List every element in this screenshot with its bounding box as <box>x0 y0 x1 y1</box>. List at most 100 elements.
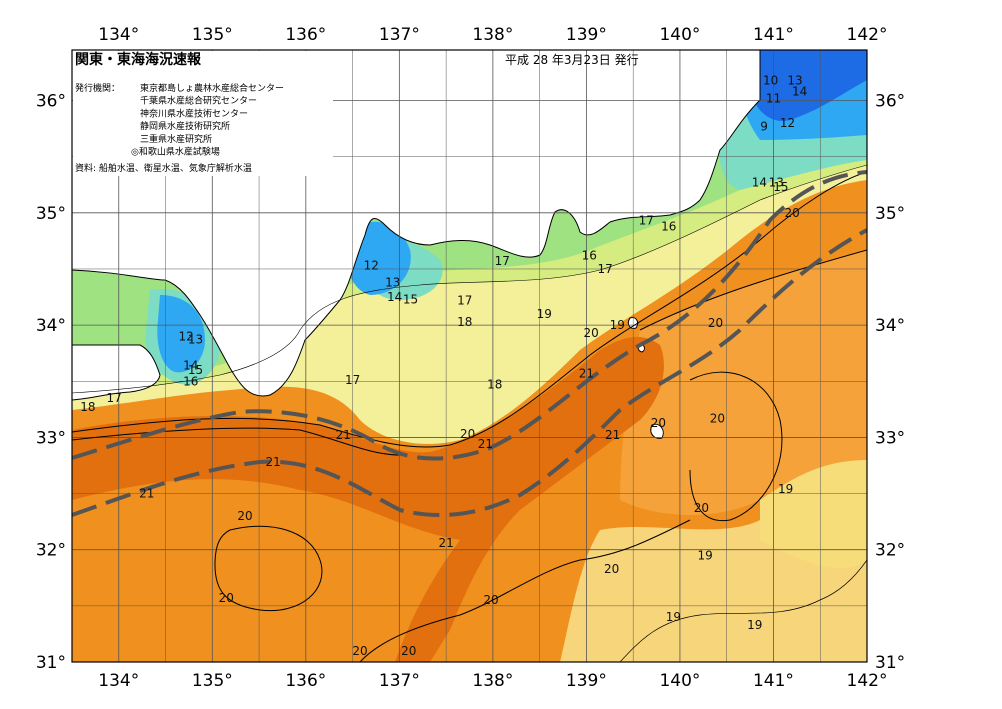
isotherm-label: 21 <box>478 437 493 451</box>
longitude-tick-label: 139° <box>566 671 607 691</box>
isotherm-label: 17 <box>597 262 612 276</box>
latitude-tick-label: 31° <box>875 653 905 673</box>
issue-date: 平成 28 年3月23日 発行 <box>505 53 639 67</box>
isotherm-20-loop-east <box>689 371 783 522</box>
isotherm-label: 21 <box>605 428 620 442</box>
isotherm-label: 21 <box>438 536 453 550</box>
isotherm-label: 21 <box>579 366 594 380</box>
isotherm-label: 20 <box>710 411 725 425</box>
isotherm-label: 19 <box>698 548 713 562</box>
isotherm-label: 13 <box>787 73 802 87</box>
isotherm-label: 16 <box>183 374 198 388</box>
kuroshio-axis-north <box>72 170 867 461</box>
latitude-tick-label: 36° <box>875 92 905 112</box>
isotherm-label: 12 <box>364 259 379 273</box>
longitude-tick-label: 135° <box>192 671 233 691</box>
data-source: 資料: 船舶水温、衛星水温、気象庁解析水温 <box>75 162 252 174</box>
kuroshio-axis-south <box>72 228 867 517</box>
isotherm-label: 11 <box>766 91 781 105</box>
temperature-zone-9 <box>750 50 867 121</box>
longitude-tick-label: 135° <box>192 25 233 45</box>
map-frame <box>71 49 868 663</box>
latitude-tick-label: 31° <box>36 653 66 673</box>
isotherm-label: 14 <box>387 290 402 304</box>
isotherm-label: 21 <box>336 428 351 442</box>
isotherm-label: 18 <box>487 378 502 392</box>
longitude-tick-label: 136° <box>285 25 326 45</box>
longitude-tick-label: 136° <box>285 671 326 691</box>
isotherm-19-south <box>619 559 867 662</box>
latitude-tick-label: 35° <box>875 204 905 224</box>
isotherm-label: 10 <box>763 73 778 87</box>
isotherm-label: 20 <box>460 427 475 441</box>
isotherm-label: 20 <box>583 326 598 340</box>
isotherm-label: 13 <box>188 333 203 347</box>
isotherm-label: 21 <box>265 455 280 469</box>
isotherm-label: 20 <box>401 644 416 658</box>
agency-name: 千葉県水産総合研究センター <box>140 95 257 107</box>
longitude-tick-label: 141° <box>753 25 794 45</box>
isotherm-label: 20 <box>237 509 252 523</box>
isotherm-label: 20 <box>708 316 723 330</box>
temperature-zone-20-east <box>620 250 867 515</box>
temperature-zone-19-east <box>760 455 867 569</box>
isotherm-20-east <box>639 249 867 331</box>
isotherm-label: 15 <box>773 180 788 194</box>
isotherm-label: 20 <box>352 644 367 658</box>
isotherm-label: 17 <box>639 214 654 228</box>
hachijojima <box>650 423 664 439</box>
isotherm-label: 13 <box>385 275 400 289</box>
grid-lines <box>72 50 867 662</box>
agency-name: 静岡県水産技術研究所 <box>140 120 230 132</box>
longitude-tick-label: 140° <box>659 25 700 45</box>
kuroshio-axis-lines <box>72 170 867 517</box>
agency-list: 東京都島しょ農林水産総合センター千葉県水産総合研究センター神奈川県水産技術センタ… <box>131 82 284 158</box>
isotherm-label: 13 <box>769 176 784 190</box>
isotherm-label: 20 <box>483 593 498 607</box>
isotherm-label: 16 <box>661 219 676 233</box>
longitude-tick-label: 139° <box>566 25 607 45</box>
isotherm-17 <box>72 164 867 394</box>
isotherm-label: 19 <box>666 610 681 624</box>
isotherm-label: 19 <box>747 618 762 632</box>
isotherm-label: 14 <box>752 176 767 190</box>
isotherm-20-north <box>72 171 867 448</box>
longitude-tick-label: 137° <box>379 25 420 45</box>
isotherm-label: 17 <box>345 373 360 387</box>
latitude-tick-label: 34° <box>875 316 905 336</box>
isotherm-label: 19 <box>537 307 552 321</box>
latitude-tick-label: 32° <box>36 541 66 561</box>
isotherm-21-west <box>72 427 401 456</box>
isotherm-label: 20 <box>694 501 709 515</box>
isotherm-label: 12 <box>178 329 193 343</box>
header-backdrop <box>73 51 333 176</box>
isotherm-20-south <box>359 519 691 662</box>
latitude-tick-label: 35° <box>36 204 66 224</box>
longitude-labels-top: 134° 135° 136° 137° 138° 139° 140° 141° 142° <box>98 25 887 45</box>
agencies-label: 発行機関： <box>75 82 120 94</box>
isotherm-20-loop <box>214 525 323 612</box>
longitude-tick-label: 134° <box>98 671 139 691</box>
longitude-tick-label: 141° <box>753 671 794 691</box>
isotherm-label: 9 <box>760 119 768 133</box>
agency-name: 三重県水産研究所 <box>140 133 212 145</box>
longitude-tick-label: 142° <box>847 25 888 45</box>
agency-name: 神奈川県水産技術センター <box>140 107 248 119</box>
latitude-labels-left: 36° 35° 34° 33° 32° 31° <box>36 92 66 673</box>
agency-name: 東京都島しょ農林水産総合センター <box>140 82 284 94</box>
isotherm-label: 17 <box>495 254 510 268</box>
isotherm-label: 19 <box>778 482 793 496</box>
isotherm-label: 17 <box>106 391 121 405</box>
isotherm-label: 20 <box>651 416 666 430</box>
temperature-zone-20-interior <box>215 526 322 611</box>
latitude-tick-label: 36° <box>36 92 66 112</box>
isotherm-label: 18 <box>80 400 95 414</box>
isotherm-label: 21 <box>139 487 154 501</box>
isotherm-label: 20 <box>219 591 234 605</box>
longitude-tick-label: 140° <box>659 671 700 691</box>
isotherm-label: 16 <box>582 248 597 262</box>
longitude-tick-label: 142° <box>847 671 888 691</box>
longitude-tick-label: 134° <box>98 25 139 45</box>
latitude-tick-label: 34° <box>36 316 66 336</box>
